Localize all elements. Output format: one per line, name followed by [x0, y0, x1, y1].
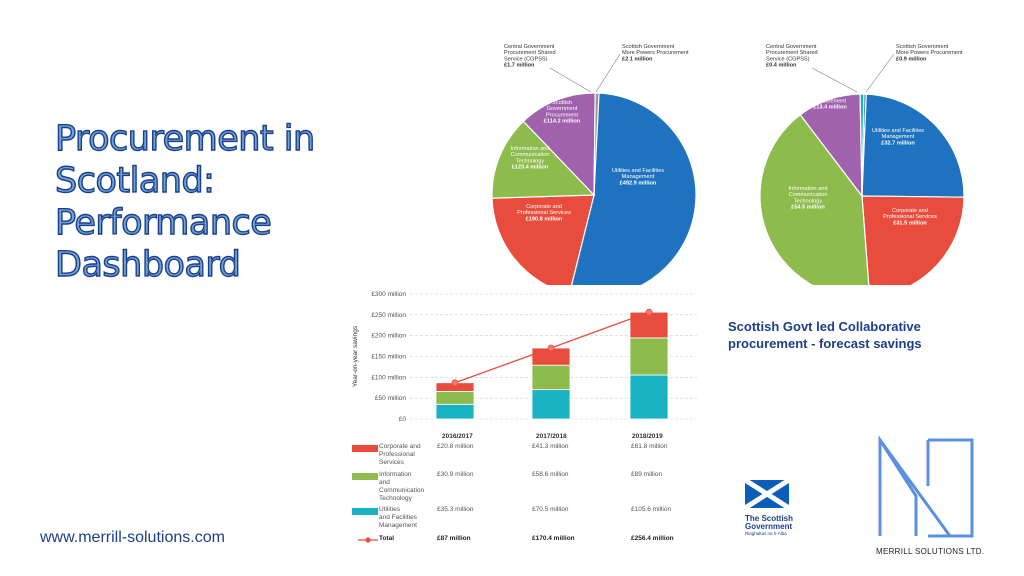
y-tick-label: £0: [399, 416, 407, 423]
total-line-icon: [358, 537, 378, 543]
title-line: Dashboard: [54, 244, 241, 285]
bar-segment: [435, 403, 475, 420]
legend-value: £35.3 million: [437, 506, 474, 513]
bar-segment: [531, 364, 571, 391]
pie-slice: [491, 120, 596, 199]
legend-value: £70.5 million: [532, 506, 569, 513]
pie-callout-leader: [865, 53, 895, 93]
column-header: 2016/2017: [442, 433, 473, 440]
website-link[interactable]: www.merrill-solutions.com: [40, 529, 225, 546]
total-point: [547, 344, 555, 352]
legend-swatch: [352, 445, 378, 452]
pie-slice: [759, 113, 870, 285]
pie-chart-savings: Utilities and Facilities Management £32.7 …: [759, 44, 965, 285]
logo-text: The Scottish: [745, 514, 794, 523]
pie-callout-label: Central Government Procurement Shared Serv…: [766, 44, 818, 69]
title-line: Procurement in: [54, 118, 316, 159]
logo-text: MERRILL SOLUTIONS LTD.: [876, 547, 985, 556]
legend-value: £89 million: [631, 471, 663, 478]
caption-line: Scottish Govt led Collaborative: [728, 319, 921, 334]
y-tick-label: £100 million: [371, 374, 406, 381]
logo-text: Riaghaltas na h-Alba: [745, 531, 787, 536]
chart-caption: Scottish Govt led Collaborative procurem…: [728, 318, 968, 352]
legend-value: £87 million: [437, 535, 471, 542]
pie-slice-label: Corporate and Professional Services £190.8…: [517, 204, 571, 222]
pie-slice-label: Scottish Government Procurement £114.2 mill…: [544, 100, 581, 125]
y-tick-label: £200 million: [371, 333, 406, 340]
pie-callout-label: Scottish Government More Powers Procureme…: [896, 44, 963, 62]
ms-monogram-icon: [878, 434, 974, 538]
pie-slice: [522, 92, 596, 197]
pie-callout-label: Central Government Procurement Shared Serv…: [504, 44, 556, 69]
pie-callout-leader: [595, 53, 621, 93]
pie-chart-total-spend: Utilities and Facilities Management £492.9…: [491, 44, 697, 285]
legend-value: £105.6 million: [631, 506, 672, 513]
bar-segment: [629, 374, 669, 420]
scottish-government-logo: The Scottish Government Riaghaltas na h-…: [743, 477, 795, 537]
total-point: [451, 379, 459, 387]
title-line: Scotland:: [54, 160, 215, 201]
page-title: Procurement in Scotland: Performance Das…: [54, 118, 355, 286]
bar-segment: [531, 389, 571, 420]
legend-value: £61.8 million: [631, 443, 668, 450]
pie-slice-label: Utilities and Facilities Management £32.7 …: [872, 128, 924, 146]
saltire-flag-icon: [743, 477, 791, 511]
legend-swatch: [352, 473, 378, 480]
bar-segment: [629, 311, 669, 339]
column-header: 2017/2018: [536, 433, 567, 440]
legend-label: Total: [379, 535, 395, 542]
legend-value: £256.4 million: [631, 535, 674, 542]
title-line: Performance: [54, 202, 272, 243]
pie-callout-label: Scottish Government More Powers Procureme…: [622, 44, 689, 62]
y-tick-label: £250 million: [371, 312, 406, 319]
legend-value: £30.9 million: [437, 471, 474, 478]
pie-slice: [859, 93, 865, 197]
legend-value: £41.3 million: [532, 443, 569, 450]
column-header: 2018/2019: [632, 433, 663, 440]
pie-slice-label: Utilities and Facilities Management £492.9…: [612, 168, 664, 186]
legend-label: Information and Communication Technology: [379, 471, 425, 502]
bar-segment: [629, 337, 669, 376]
pie-slice-label: Information and Communication Technology £1…: [511, 146, 550, 171]
pie-slice-label: Scottish Government Procurement £13.4 milli…: [813, 86, 847, 111]
legend-swatch: [352, 508, 378, 515]
caption-line: procurement - forecast savings: [728, 336, 922, 351]
legend-value: £170.4 million: [532, 535, 575, 542]
legend-value: £58.6 million: [532, 471, 569, 478]
y-tick-label: £300 million: [371, 291, 406, 298]
pie-slice: [593, 92, 600, 196]
stacked-bar-chart: £0 £50 million £100 million £150 million £20…: [352, 291, 697, 423]
pie-slice: [491, 194, 595, 285]
total-point: [645, 308, 653, 316]
y-tick-label: £150 million: [371, 354, 406, 361]
y-axis-label: Year-on-year savings: [352, 325, 359, 387]
legend-label: Utilities and Facilities Management: [379, 506, 417, 529]
logo-text: Government: [745, 522, 793, 531]
y-tick-label: £50 million: [375, 395, 406, 402]
pie-callout-leader: [811, 67, 858, 93]
pie-slice-label: Information and Communication Technology £5…: [789, 186, 828, 211]
pie-slice: [861, 93, 965, 198]
legend-label: Corporate and Professional Services: [379, 443, 421, 466]
pie-callout-leader: [549, 67, 592, 93]
bar-segment: [435, 391, 475, 405]
pie-slice: [861, 195, 965, 285]
legend-value: £20.8 million: [437, 443, 474, 450]
pie-slice: [570, 92, 697, 285]
pie-slice-label: Corporate and Professional Services £31.5 …: [883, 208, 937, 226]
merrill-solutions-logo: MERRILL SOLUTIONS LTD.: [876, 434, 984, 556]
